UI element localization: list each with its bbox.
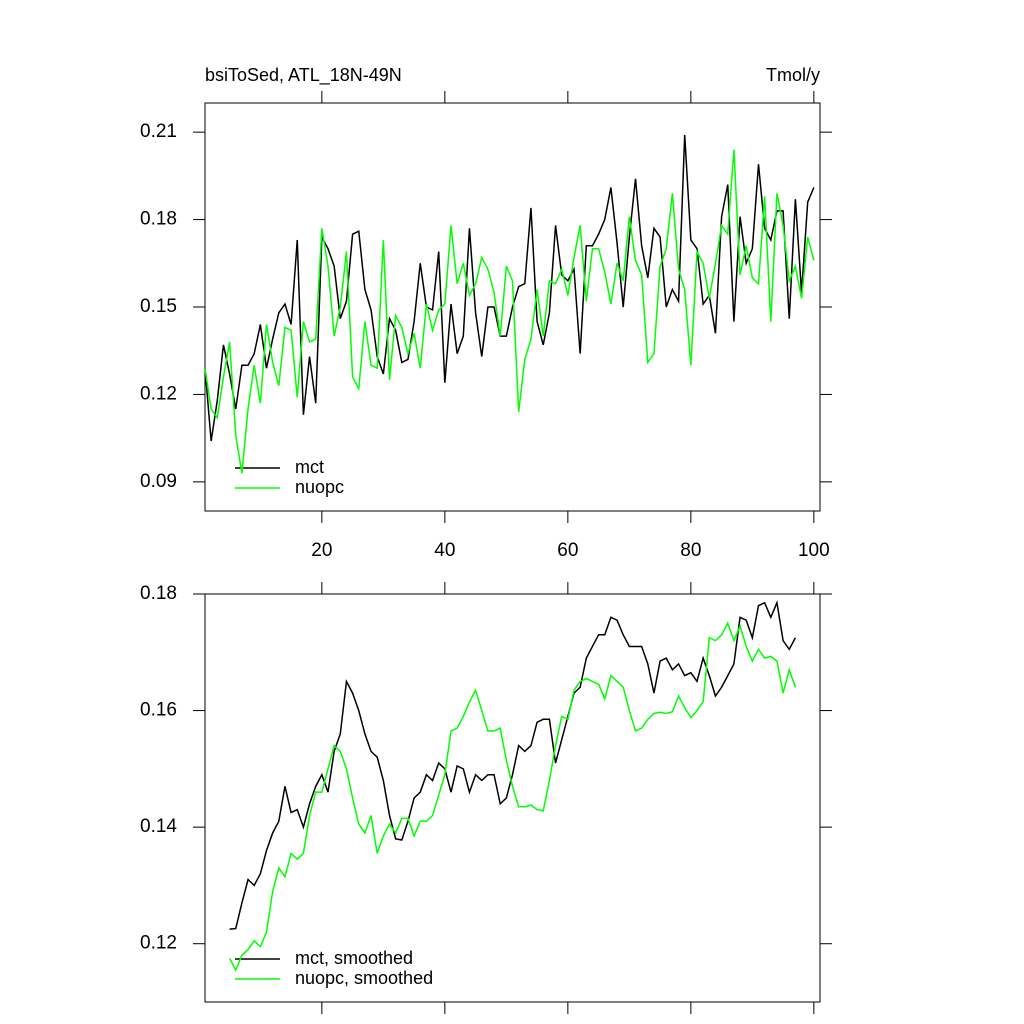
series-line xyxy=(204,135,815,442)
y-tick-label: 0.12 xyxy=(140,933,177,954)
y-tick-label: 0.18 xyxy=(140,583,177,604)
x-tick-label: 40 xyxy=(434,540,455,561)
legend-label: nuopc xyxy=(295,477,344,497)
x-tick-label: 80 xyxy=(680,540,701,561)
series-line xyxy=(228,621,797,972)
series-line xyxy=(204,149,815,474)
x-tick-label: 60 xyxy=(557,540,578,561)
series-line xyxy=(229,600,797,930)
legend-label: mct xyxy=(295,457,324,477)
y-tick-label: 0.15 xyxy=(140,296,177,317)
y-tick-label: 0.16 xyxy=(140,700,177,721)
y-tick-label: 0.09 xyxy=(140,471,177,492)
plot-frame xyxy=(204,593,821,1003)
x-tick-label: 20 xyxy=(311,540,332,561)
units-label: Tmol/y xyxy=(766,65,820,85)
legend-label: mct, smoothed xyxy=(295,948,413,968)
y-tick-label: 0.14 xyxy=(140,816,177,837)
y-tick-label: 0.12 xyxy=(140,383,177,404)
y-tick-label: 0.21 xyxy=(140,121,177,142)
y-tick-label: 0.18 xyxy=(140,209,177,230)
legend-label: nuopc, smoothed xyxy=(295,968,433,988)
x-tick-label: 100 xyxy=(798,540,830,561)
chart-title: bsiToSed, ATL_18N-49N xyxy=(205,65,402,86)
